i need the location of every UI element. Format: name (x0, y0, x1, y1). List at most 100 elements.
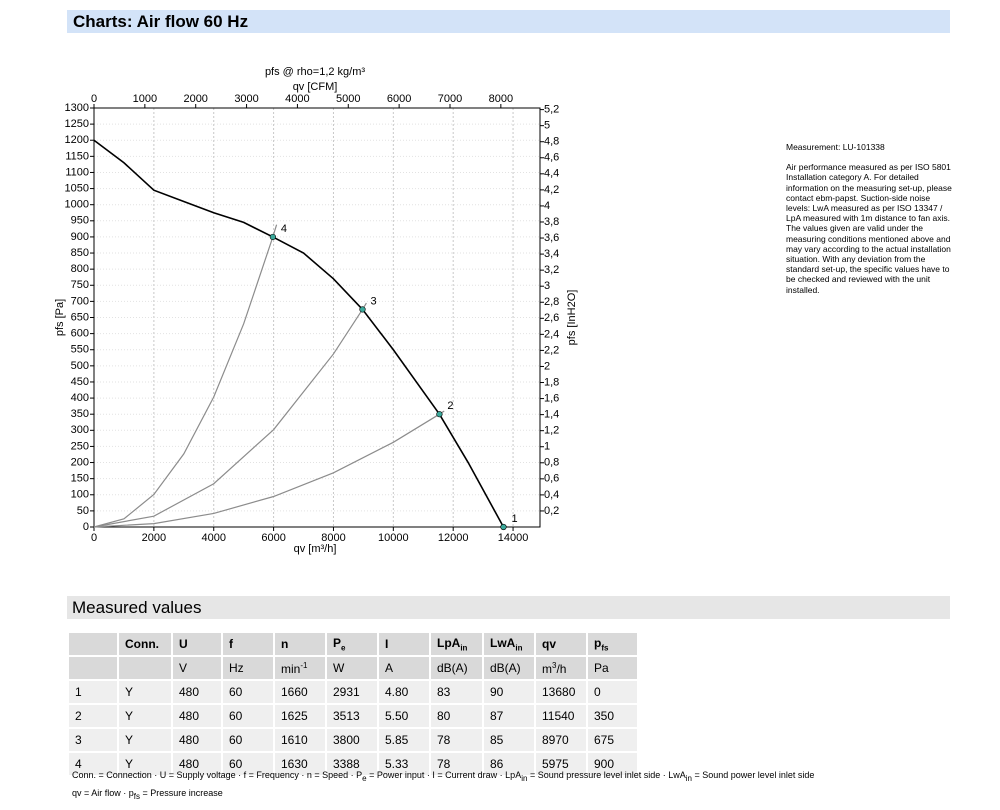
table-cell: W (325, 655, 379, 681)
table-cell (67, 655, 119, 681)
cell-text: Y (125, 709, 134, 723)
cell-text: LwA (490, 635, 516, 650)
cell-text: W (333, 661, 345, 675)
cell-text: 1610 (281, 733, 308, 747)
cell-text: 1660 (281, 685, 308, 699)
cell-text: 5975 (542, 757, 569, 771)
fan-curve (93, 139, 505, 528)
y2-tick-label: 4,2 (544, 184, 559, 196)
y-tick-label: 150 (71, 473, 89, 485)
table-cell: dB(A) (482, 655, 536, 681)
y-tick-label: 1000 (65, 199, 89, 211)
cell-text: 0 (594, 685, 601, 699)
cell-text: Pa (594, 661, 609, 675)
subscript: in (521, 773, 528, 783)
cell-text: Y (125, 733, 134, 747)
table-cell: 90 (482, 679, 536, 705)
y2-tick-label: 1,2 (544, 425, 559, 437)
cell-text: 675 (594, 733, 615, 747)
table-cell: dB(A) (429, 655, 484, 681)
table-cell: 0 (586, 679, 639, 705)
y-tick-label: 900 (71, 231, 89, 243)
table-cell: 78 (429, 727, 484, 753)
x2-tick-label: 5000 (336, 93, 360, 105)
x2-tick-label: 3000 (234, 93, 258, 105)
point-label: 1 (511, 513, 517, 525)
section-title: Measured values (72, 598, 202, 617)
y-tick-label: 950 (71, 215, 89, 227)
table-cell (117, 655, 173, 681)
table-cell: n (273, 631, 327, 657)
table-cell: 4 (67, 751, 119, 777)
cell-text: 78 (437, 757, 451, 771)
y2-tick-label: 4 (544, 200, 550, 212)
table-cell: V (171, 655, 223, 681)
table-cell: 1625 (273, 703, 327, 729)
cell-text: 480 (179, 709, 200, 723)
system-curve (93, 224, 278, 528)
cell-text: Conn. (125, 637, 159, 651)
table-cell: Y (117, 703, 173, 729)
cell-text: 87 (490, 709, 504, 723)
y2-tick-label: 2,8 (544, 296, 559, 308)
subscript: fs (601, 643, 609, 653)
cell-text: 8970 (542, 733, 569, 747)
table-row: 3 Y 480 60 1610 3800 5.85 78 85 8970 675 (67, 727, 639, 753)
y2-tick-label: 1,8 (544, 376, 559, 388)
cell-text: 350 (594, 709, 615, 723)
y2-axis-label: pfs [InH2O] (566, 290, 578, 346)
table-cell: 3 (67, 727, 119, 753)
table-cell: f (221, 631, 275, 657)
table-cell: 87 (482, 703, 536, 729)
table-cell: 1660 (273, 679, 327, 705)
x2-tick-label: 2000 (183, 93, 207, 105)
cell-text: m (542, 661, 552, 676)
chart-title: pfs @ rho=1,2 kg/m³ (265, 66, 365, 78)
y2-tick-label: 2 (544, 360, 550, 372)
table-cell: 1630 (273, 751, 327, 777)
cell-text: 900 (594, 757, 615, 771)
cell-text: 2931 (333, 685, 360, 699)
cell-text: 60 (229, 685, 243, 699)
y2-tick-label: 1,4 (544, 409, 559, 421)
x2-tick-label: 4000 (285, 93, 309, 105)
cell-text: 2 (75, 709, 82, 723)
table-cell: Y (117, 727, 173, 753)
table-cell: Y (117, 679, 173, 705)
x2-tick-label: 1000 (133, 93, 157, 105)
x-axis-label: qv [m³/h] (294, 543, 337, 555)
table-cell: 480 (171, 727, 223, 753)
x-tick-label: 8000 (321, 532, 345, 544)
x2-tick-label: 8000 (489, 93, 513, 105)
y-tick-label: 350 (71, 408, 89, 420)
table-cell (67, 631, 119, 657)
measurement-text: Air performance measured as per ISO 5801… (786, 162, 952, 295)
subscript: in (515, 643, 523, 653)
y2-tick-label: 3,4 (544, 248, 559, 260)
y2-tick-label: 3 (544, 280, 550, 292)
table-cell: 480 (171, 703, 223, 729)
operating-point (500, 523, 507, 531)
footnote-text: = Sound power level inlet side (692, 770, 815, 780)
cell-text: /h (556, 661, 567, 676)
cell-text: 480 (179, 733, 200, 747)
table-cell: 5975 (534, 751, 588, 777)
cell-text: Hz (229, 661, 244, 675)
section-bar: Measured values (67, 596, 950, 619)
measurement-id: Measurement: LU-101338 (786, 142, 885, 152)
cell-text: 4 (75, 757, 82, 771)
cell-text: P (333, 635, 342, 650)
footnote-text: = Power input · I = Current draw · LpA (366, 770, 522, 780)
table-cell: 480 (171, 751, 223, 777)
y-tick-label: 500 (71, 360, 89, 372)
footnote-text: qv = Air flow · p (72, 787, 134, 798)
table-cell: pfs (586, 631, 639, 657)
table-cell: Y (117, 751, 173, 777)
cell-text: 60 (229, 733, 243, 747)
x2-tick-label: 7000 (438, 93, 462, 105)
operating-point (359, 306, 366, 313)
point-label: 4 (281, 223, 287, 235)
